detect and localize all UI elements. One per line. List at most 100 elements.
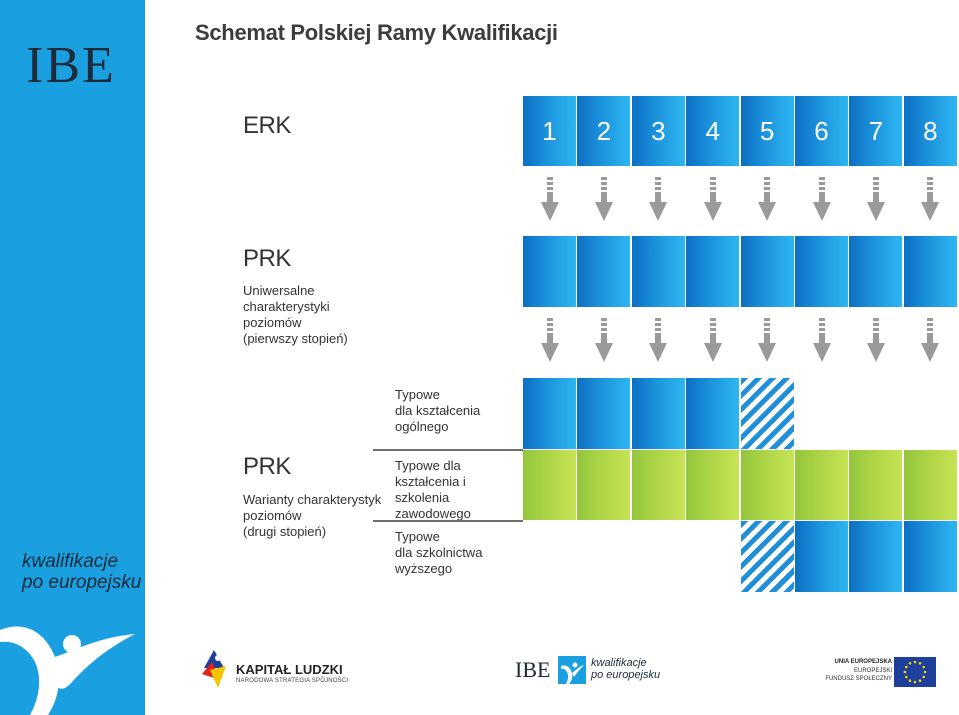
down-arrow-icon	[812, 318, 831, 362]
prk-variants-line: (drugi stopień)	[243, 524, 327, 539]
down-arrow-icon	[812, 177, 831, 221]
prk-universal-cell	[849, 236, 903, 307]
category-separator	[373, 520, 523, 522]
category-line: wyższego	[395, 561, 453, 576]
variant-higher-partial-cell	[740, 521, 794, 592]
erk-level-cell: 5	[740, 96, 794, 166]
erk-level-number: 7	[868, 115, 884, 146]
eu-line1: UNIA EUROPEJSKA	[834, 659, 892, 665]
category-line: Typowe	[395, 529, 440, 544]
erk-level-cell: 1	[523, 96, 576, 166]
prk-universal-cell	[523, 236, 576, 307]
kapital-ludzki-title: KAPITAŁ LUDZKI	[236, 662, 343, 677]
variant-higher-cell	[849, 521, 903, 592]
erk-level-cell: 3	[631, 96, 685, 166]
ibe-footer-tagline-line1: kwalifikacje	[591, 657, 647, 669]
erk-level-number: 6	[814, 115, 829, 146]
erk-level-number: 8	[923, 115, 938, 146]
ibe-footer-logo: IBE kwalifikacje po europejsku	[515, 655, 675, 690]
prk-universal-line: (pierwszy stopień)	[243, 331, 348, 346]
variant-general-cell	[631, 378, 685, 449]
eu-line3: FUNDUSZ SPOŁECZNY	[825, 676, 892, 682]
category-line: dla szkolnictwa	[395, 545, 483, 560]
down-arrow-icon	[594, 318, 613, 362]
sidebar: IBE kwalifikacje po europejsku	[0, 0, 145, 715]
variant-general-partial-cell	[740, 378, 794, 449]
variant-higher-cell	[903, 521, 957, 592]
variant-vocational-cell	[903, 450, 957, 520]
page-title: Schemat Polskiej Ramy Kwalifikacji	[195, 20, 558, 45]
prk-universal-line: poziomów	[243, 315, 302, 330]
erk-level-cell: 2	[577, 96, 631, 166]
down-arrow-icon	[921, 177, 940, 221]
prk-variants-line: poziomów	[243, 508, 302, 523]
category-line: Typowe dla	[395, 458, 461, 473]
prk-universal-cell	[631, 236, 685, 307]
down-arrow-icon	[540, 318, 559, 362]
erk-level-cell: 4	[686, 96, 740, 166]
variant-higher-cell	[795, 521, 848, 592]
down-arrow-icon	[540, 177, 559, 221]
prk-variants-label: PRK	[243, 453, 291, 480]
erk-level-cell: 7	[849, 96, 903, 166]
category-higher-label: Typowe dla szkolnictwa wyższego	[395, 529, 520, 577]
erk-level-number: 3	[651, 115, 666, 146]
prk-universal-label: PRK	[243, 245, 291, 272]
variant-vocational-cell	[686, 450, 740, 520]
ibe-footer-tagline-line2: po europejsku	[591, 669, 661, 681]
sidebar-tagline-line1: kwalifikacje	[22, 551, 119, 572]
category-line: Typowe	[395, 387, 440, 402]
erk-level-number: 2	[596, 115, 612, 146]
prk-universal-description: Uniwersalne charakterystyki poziomów (pi…	[243, 283, 403, 347]
prk-variants-line: Warianty charakterystyk	[243, 492, 382, 507]
down-arrow-icon	[758, 318, 777, 362]
prk-universal-cell	[795, 236, 848, 307]
category-line: dla kształcenia	[395, 403, 481, 418]
category-general-label: Typowe dla kształcenia ogólnego	[395, 387, 520, 435]
variant-vocational-cell	[523, 450, 576, 520]
kapital-ludzki-logo: KAPITAŁ LUDZKI NARODOWA STRATEGIA SPÓJNO…	[200, 648, 360, 693]
erk-label: ERK	[243, 112, 291, 139]
prk-universal-cell	[577, 236, 631, 307]
down-arrow-icon	[649, 177, 668, 221]
category-vocational-label: Typowe dla kształcenia i szkolenia zawod…	[395, 458, 520, 522]
erk-level-cell: 8	[903, 96, 957, 166]
variant-vocational-cell	[631, 450, 685, 520]
down-arrow-icon	[866, 318, 885, 362]
category-separator	[373, 449, 523, 451]
ibe-footer-text: IBE	[515, 657, 551, 682]
erk-level-number: 1	[542, 115, 557, 146]
variant-general-cell	[523, 378, 576, 449]
down-arrow-icon	[594, 177, 613, 221]
category-line: kształcenia i szkolenia	[395, 474, 466, 505]
erk-level-number: 4	[705, 115, 720, 146]
kapital-ludzki-subtitle: NARODOWA STRATEGIA SPÓJNOŚCI	[236, 678, 349, 684]
down-arrow-icon	[921, 318, 940, 362]
prk-universal-line: Uniwersalne	[243, 283, 315, 298]
running-figure-icon	[0, 626, 135, 715]
eu-line2: EUROPEJSKI	[853, 668, 892, 674]
category-line: zawodowego	[395, 506, 471, 521]
eu-logo: UNIA EUROPEJSKA EUROPEJSKI FUNDUSZ SPOŁE…	[815, 655, 940, 690]
prk-universal-cell	[740, 236, 794, 307]
down-arrow-icon	[703, 177, 722, 221]
variant-vocational-cell	[849, 450, 903, 520]
down-arrow-icon	[758, 177, 777, 221]
prk-universal-cell	[686, 236, 740, 307]
ibe-figure-icon	[558, 656, 586, 684]
sidebar-tagline-line2: po europejsku	[22, 572, 142, 593]
ibe-logo-text: IBE	[26, 37, 116, 94]
variant-general-cell	[686, 378, 740, 449]
variant-vocational-cell	[740, 450, 794, 520]
down-arrow-icon	[703, 318, 722, 362]
prk-variants-description: Warianty charakterystyk poziomów (drugi …	[243, 492, 403, 540]
down-arrow-icon	[866, 177, 885, 221]
erk-level-cell: 6	[795, 96, 848, 166]
erk-level-number: 5	[759, 115, 775, 146]
prk-universal-cell	[903, 236, 957, 307]
prk-universal-line: charakterystyki	[243, 299, 330, 314]
variant-general-cell	[577, 378, 631, 449]
variant-vocational-cell	[577, 450, 631, 520]
variant-vocational-cell	[795, 450, 848, 520]
kapital-ludzki-emblem-icon	[202, 650, 226, 688]
